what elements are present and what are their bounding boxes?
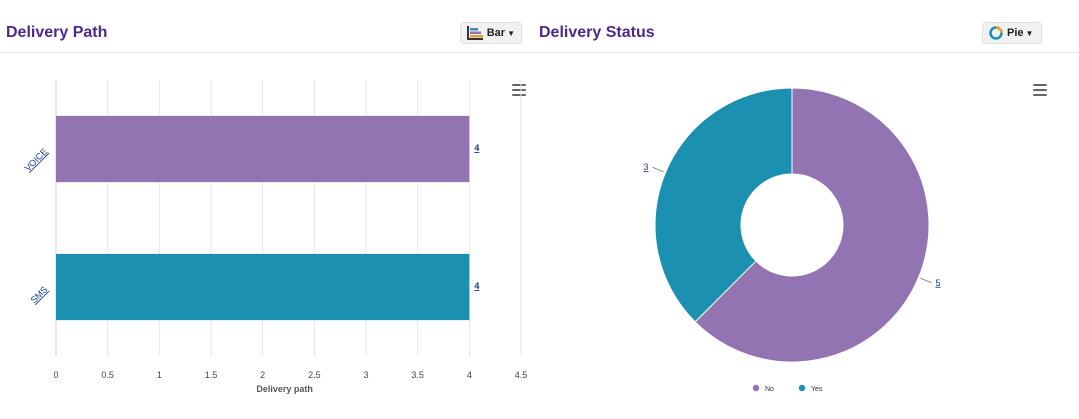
chart-type-label: Bar	[486, 27, 506, 39]
x-axis-label: Delivery path	[256, 384, 313, 394]
chevron-down-icon: ▼	[507, 28, 515, 38]
legend-marker	[798, 384, 806, 392]
data-label: 4	[474, 281, 479, 291]
data-label: 3	[643, 162, 648, 172]
chart-type-bar-button[interactable]: Bar ▼	[460, 22, 522, 44]
delivery-status-title: Delivery Status	[539, 24, 655, 41]
slice-no[interactable]	[694, 87, 930, 363]
x-tick-label: 2.5	[308, 370, 321, 380]
x-tick-label: 1	[157, 370, 162, 380]
data-label-connector	[652, 166, 664, 173]
delivery-path-header: Delivery Path Bar ▼	[0, 0, 530, 53]
delivery-status-header: Delivery Status Pie ▼	[530, 0, 1079, 53]
bar-chart-icon	[467, 26, 483, 40]
bar-sms[interactable]	[56, 253, 470, 321]
pie-chart: 5 3 No Yes	[643, 87, 941, 393]
x-tick-label: 3.5	[411, 370, 424, 380]
x-tick-label: 4.5	[515, 370, 528, 380]
chart-type-pie-button[interactable]: Pie ▼	[982, 22, 1042, 44]
legend-label: Yes	[811, 386, 823, 393]
bar-voice[interactable]	[56, 115, 470, 183]
data-label: 5	[936, 278, 941, 288]
delivery-path-title: Delivery Path	[6, 24, 108, 41]
category-label[interactable]: SMS	[29, 284, 50, 305]
bar-chart: 0 0.5 1 1.5 2 2.5 3 3.5 4 4.5 4 VOICE 4 SMS Delivery p…	[23, 80, 528, 394]
bar-chart-menu-icon[interactable]	[512, 84, 526, 96]
x-tick-label: 1.5	[205, 370, 218, 380]
chart-type-label: Pie	[1007, 27, 1024, 39]
data-label-connector	[920, 277, 932, 284]
pie-chart-menu-icon[interactable]	[1033, 84, 1047, 96]
legend-item-yes[interactable]: Yes	[798, 384, 823, 393]
delivery-status-panel: Delivery Status Pie ▼ 5 3 No Yes	[530, 0, 1079, 419]
chevron-down-icon: ▼	[1025, 28, 1034, 38]
donut-chart-icon	[989, 26, 1003, 40]
x-tick-label: 0.5	[101, 370, 114, 380]
data-label: 4	[474, 143, 479, 153]
delivery-path-panel: Delivery Path Bar ▼ 0 0.5 1 1.5 2 2.5 3 3.5 4 4.5…	[0, 0, 530, 419]
x-tick-label: 3	[363, 370, 368, 380]
x-tick-label: 2	[260, 370, 265, 380]
legend-item-no[interactable]: No	[752, 384, 774, 393]
x-tick-label: 0	[53, 370, 58, 380]
slice-yes[interactable]	[654, 87, 793, 323]
legend-label: No	[765, 386, 774, 393]
x-tick-label: 4	[467, 370, 472, 380]
category-label[interactable]: VOICE	[23, 146, 50, 173]
legend-marker	[752, 384, 760, 392]
